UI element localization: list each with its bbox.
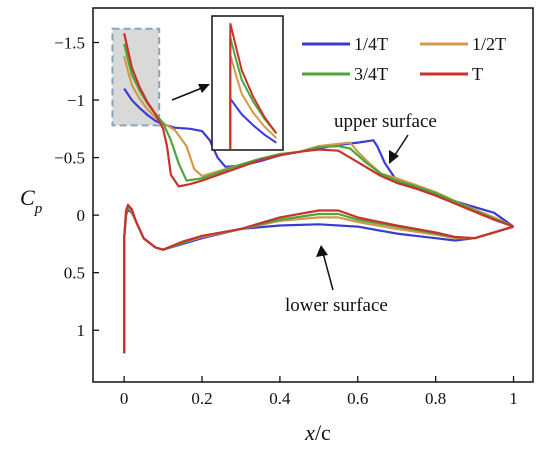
x-axis-ticks: 0 0.2 0.4 0.6 0.8 1 bbox=[120, 376, 518, 408]
legend-label-1-2t: 1/2T bbox=[472, 34, 506, 54]
legend-label-1-4t: 1/4T bbox=[354, 34, 388, 54]
x-tick-label: 0.4 bbox=[269, 389, 291, 408]
inset-series-t-line bbox=[229, 23, 278, 149]
x-tick-label: 0 bbox=[120, 389, 129, 408]
series-1-4t-upper-line bbox=[123, 87, 515, 228]
y-tick-label: 1 bbox=[77, 321, 86, 340]
upper-surface-label: upper surface bbox=[334, 111, 437, 132]
series-t-upper-line bbox=[123, 33, 514, 228]
x-tick-label: 0.2 bbox=[191, 389, 212, 408]
legend-label-3-4t: 3/4T bbox=[354, 64, 388, 84]
series-layer bbox=[123, 33, 515, 354]
lower-surface-annotation: lower surface bbox=[285, 245, 388, 316]
zoom-arrow bbox=[171, 84, 210, 101]
inset-series-layer bbox=[229, 23, 278, 149]
legend: 1/4T 1/2T 3/4T T bbox=[302, 34, 506, 84]
upper-surface-annotation: upper surface bbox=[334, 111, 437, 164]
y-axis-title: Cp bbox=[20, 185, 43, 217]
inset-zoom bbox=[211, 15, 284, 151]
y-tick-label: 0 bbox=[77, 206, 86, 225]
y-tick-label: 0.5 bbox=[64, 264, 85, 283]
y-tick-label: −0.5 bbox=[54, 149, 85, 168]
x-tick-label: 0.6 bbox=[347, 389, 368, 408]
legend-label-t: T bbox=[472, 64, 483, 84]
y-axis-ticks: −1.5 −1 −0.5 0 0.5 1 bbox=[54, 34, 99, 340]
series-t-lower-line bbox=[123, 203, 514, 354]
series-3-4t-upper-line bbox=[123, 43, 514, 228]
y-tick-label: −1 bbox=[67, 91, 85, 110]
lower-surface-label: lower surface bbox=[285, 295, 388, 316]
series-3-4t-lower-line bbox=[123, 204, 514, 354]
series-1-2t-lower-line bbox=[123, 206, 514, 354]
series-1-4t-lower-line bbox=[123, 208, 514, 354]
plot-frame bbox=[92, 7, 534, 383]
x-tick-label: 0.8 bbox=[425, 389, 446, 408]
x-tick-label: 1 bbox=[509, 389, 518, 408]
x-axis-title: x/c bbox=[304, 420, 331, 445]
y-tick-label: −1.5 bbox=[54, 34, 85, 53]
